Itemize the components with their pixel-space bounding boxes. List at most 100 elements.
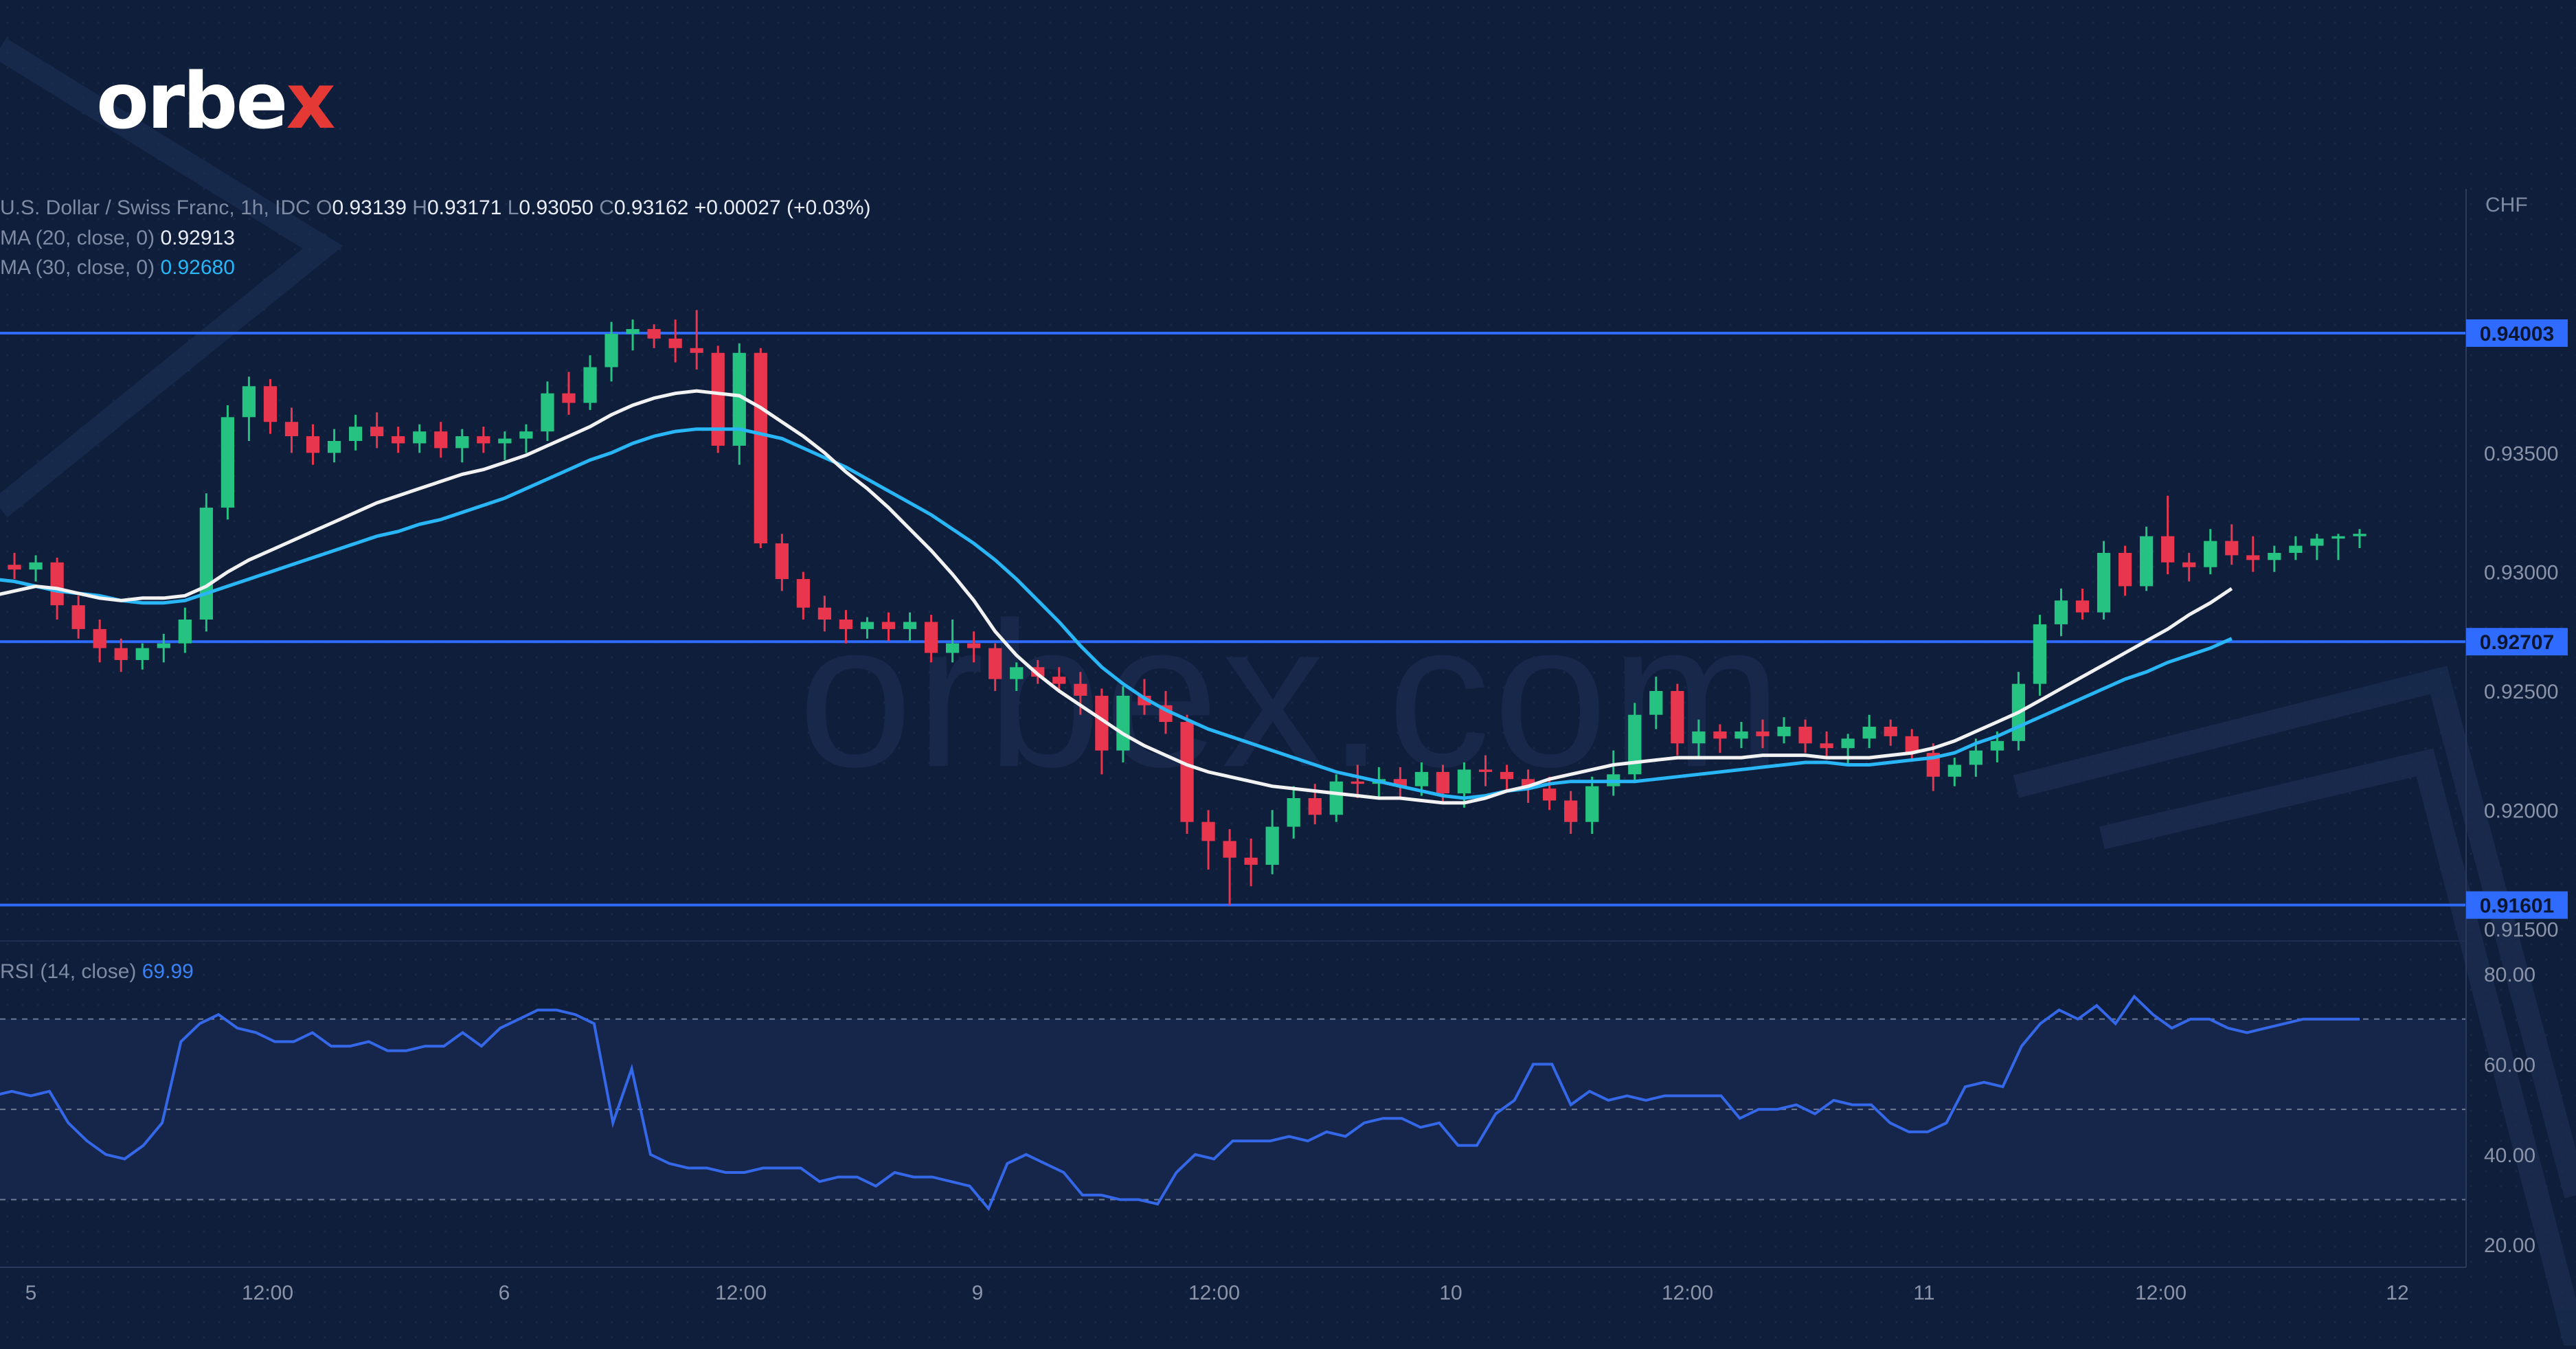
time-tick-6: 10	[1439, 1282, 1462, 1304]
rsi-value: 69.99	[142, 960, 194, 983]
candle-31	[647, 324, 661, 348]
candle-18	[370, 412, 384, 449]
candle-109	[2310, 534, 2324, 560]
candle-59	[1244, 838, 1258, 887]
candle-87	[1841, 734, 1855, 765]
logo-text: orbe	[96, 57, 288, 146]
ma20-value: 0.92913	[160, 227, 235, 249]
candle-84	[1777, 717, 1791, 744]
candle-102	[2161, 495, 2175, 575]
candle-13	[263, 378, 278, 434]
level-tag-1: 0.92707	[2466, 628, 2568, 656]
time-tick-2: 6	[499, 1282, 510, 1304]
ma30-label: MA (30, close, 0)	[0, 256, 155, 279]
ma30-legend: MA (30, close, 0) 0.92680	[0, 258, 235, 278]
candle-64	[1351, 764, 1364, 798]
close-label: C	[599, 196, 614, 219]
rsi-tick-1: 60.00	[2484, 1054, 2535, 1076]
candle-10	[199, 493, 213, 632]
low-value: 0.93050	[519, 196, 594, 219]
candle-69	[1457, 762, 1471, 808]
high-value: 0.93171	[427, 196, 502, 219]
candle-89	[1884, 719, 1897, 746]
candle-83	[1756, 719, 1770, 749]
candle-111	[2353, 529, 2366, 548]
level-tag-0: 0.94003	[2466, 319, 2568, 347]
candle-4	[71, 596, 85, 639]
candle-45	[946, 620, 960, 663]
level-tag-text-0: 0.94003	[2480, 323, 2554, 345]
rsi-tick-0: 80.00	[2484, 964, 2535, 986]
candle-105	[2225, 524, 2239, 565]
watermark-text: orbex.com	[798, 579, 1785, 810]
candle-30	[626, 319, 640, 351]
candle-88	[1862, 714, 1876, 749]
candle-66	[1393, 767, 1407, 798]
candle-106	[2246, 536, 2260, 572]
candle-42	[881, 612, 896, 642]
low-label: L	[507, 196, 519, 219]
candle-46	[967, 631, 981, 663]
candle-19	[392, 427, 405, 453]
candle-96	[2033, 615, 2047, 696]
candle-103	[2182, 552, 2196, 582]
candle-71	[1500, 764, 1514, 791]
candle-22	[455, 429, 469, 463]
candle-97	[2054, 588, 2068, 637]
candlestick-series	[8, 310, 2366, 905]
time-tick-10: 12	[2386, 1282, 2408, 1304]
candle-23	[477, 427, 490, 453]
candle-63	[1329, 774, 1343, 822]
candle-32	[668, 319, 682, 363]
candle-98	[2075, 588, 2090, 620]
candle-38	[796, 571, 810, 620]
candle-16	[327, 429, 341, 463]
candle-21	[434, 422, 448, 458]
candle-37	[775, 534, 789, 591]
logo-x-letter: x	[286, 57, 335, 146]
rsi-tick-3: 20.00	[2484, 1234, 2535, 1257]
candle-2	[29, 555, 43, 582]
price-axis-ticks: 0.93500 0.93000 0.92500 0.92000 0.91500	[2484, 442, 2558, 941]
candle-52	[1095, 688, 1109, 775]
time-tick-5: 12:00	[1188, 1282, 1240, 1304]
ma20-label: MA (20, close, 0)	[0, 227, 155, 249]
candle-79	[1671, 683, 1684, 756]
candle-70	[1478, 755, 1493, 786]
candle-25	[519, 424, 533, 453]
currency-label: CHF	[2485, 194, 2528, 216]
candle-7	[135, 643, 149, 670]
candle-100	[2118, 545, 2132, 596]
candle-82	[1735, 722, 1748, 749]
candle-20	[413, 424, 427, 453]
candle-56	[1180, 714, 1194, 834]
candle-99	[2097, 541, 2111, 620]
candle-74	[1564, 791, 1578, 834]
decorative-shapes	[0, 38, 2576, 1349]
candle-81	[1713, 724, 1727, 753]
time-tick-8: 11	[1913, 1282, 1934, 1304]
high-label: H	[412, 196, 427, 219]
price-tick-2: 0.92500	[2484, 681, 2558, 703]
candle-40	[839, 610, 853, 644]
ma30-line	[0, 427, 2233, 800]
rsi-label: RSI (14, close)	[0, 960, 137, 983]
candle-86	[1820, 731, 1833, 758]
candle-39	[817, 596, 832, 632]
candle-107	[2268, 545, 2281, 572]
candle-80	[1692, 719, 1706, 758]
candle-61	[1287, 786, 1300, 839]
time-axis-ticks: 5 12:00 6 12:00 9 12:00 10 12:00 11 12:00 12	[25, 1282, 2409, 1304]
candle-5	[93, 620, 106, 663]
price-tick-0: 0.93500	[2484, 442, 2558, 465]
candle-48	[1010, 662, 1024, 691]
level-tags: 0.94003 0.92707 0.91601	[2466, 319, 2568, 919]
candle-47	[988, 643, 1002, 691]
candle-60	[1265, 810, 1279, 874]
rsi-line	[0, 994, 2360, 1212]
candle-28	[583, 355, 597, 410]
rsi-tick-2: 40.00	[2484, 1144, 2535, 1167]
time-tick-4: 9	[972, 1282, 984, 1304]
